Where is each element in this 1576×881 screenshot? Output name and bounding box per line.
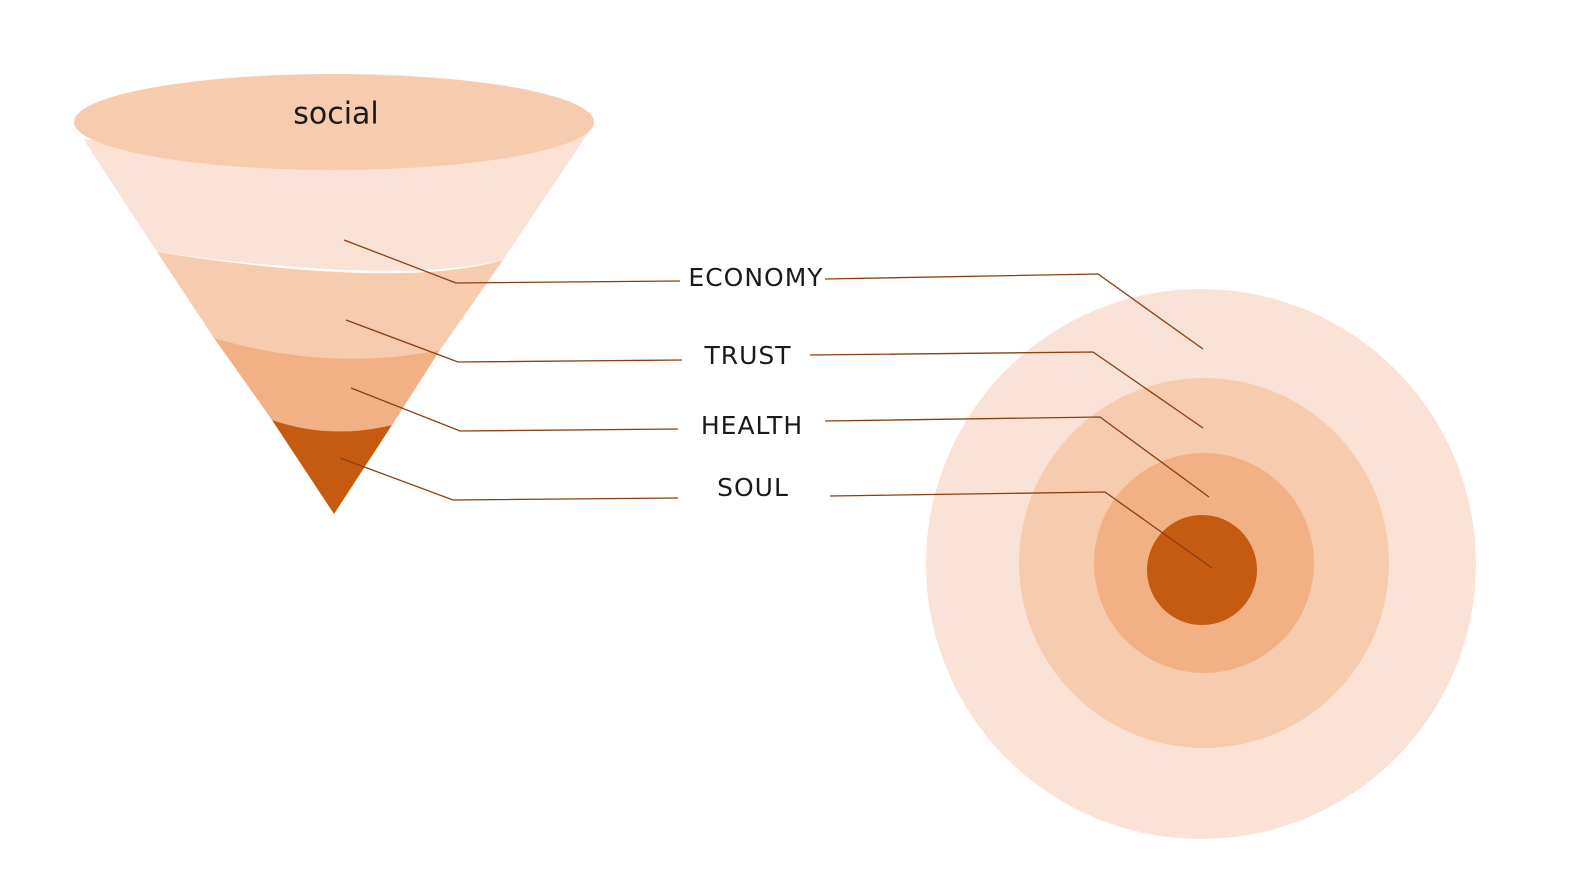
funnel-top-label: social — [293, 97, 379, 132]
funnel-layer — [272, 420, 392, 514]
target — [926, 289, 1476, 839]
connector — [343, 239, 681, 284]
funnel-top — [74, 74, 594, 170]
funnel: social — [74, 74, 594, 514]
connector — [339, 457, 679, 501]
connector — [824, 416, 1210, 498]
layer-label: SOUL — [717, 473, 789, 502]
connector — [345, 319, 683, 363]
connector — [824, 273, 1204, 350]
funnel-layer — [214, 338, 440, 432]
connectors — [339, 239, 1213, 569]
connector — [809, 351, 1204, 429]
layer-label: TRUST — [703, 341, 791, 370]
ring — [1147, 515, 1257, 625]
connector — [350, 387, 679, 432]
layer-label: ECONOMY — [688, 263, 823, 292]
funnel-layer — [84, 130, 590, 271]
layer-label: HEALTH — [701, 411, 803, 440]
connector — [829, 491, 1213, 569]
funnel-layer — [157, 252, 503, 359]
